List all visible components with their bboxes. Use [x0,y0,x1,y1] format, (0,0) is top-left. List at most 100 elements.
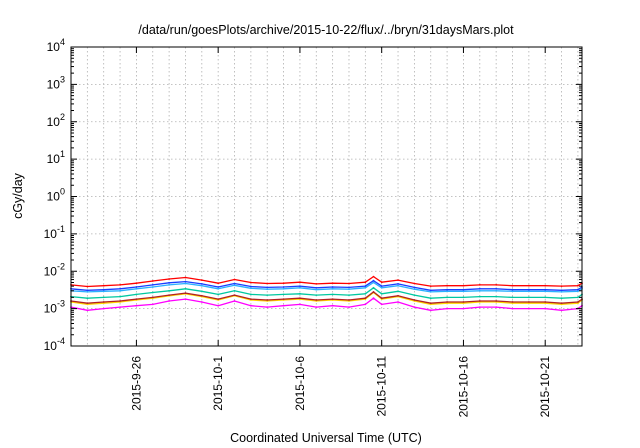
y-tick-label: 102 [47,112,65,129]
series-line [70,280,583,291]
data-point [348,288,350,291]
data-point [135,304,138,307]
data-point [577,284,579,287]
data-point [184,292,187,294]
data-point [200,290,203,293]
data-point [200,301,203,303]
data-point [528,301,530,303]
data-point [380,285,383,287]
data-point [217,298,220,300]
data-point [119,289,121,292]
data-point [299,297,301,300]
data-point [446,284,448,287]
data-point [151,286,154,288]
data-point [233,284,236,287]
data-point [397,290,399,293]
data-point [446,290,448,293]
data-point [315,286,318,289]
data-point [429,289,432,292]
data-point [282,286,285,288]
data-point [380,303,383,306]
data-point [184,276,187,279]
x-tick-label: 2015-10-21 [538,356,552,418]
data-point [151,303,154,306]
data-point [168,281,171,284]
data-point [102,296,105,299]
data-point [184,298,187,300]
data-point [266,306,269,308]
data-point [364,292,367,295]
data-point [282,287,285,290]
data-point [200,294,203,297]
data-point [217,282,220,285]
data-point [528,290,530,293]
chart-title: /data/run/goesPlots/archive/2015-10-22/f… [138,23,514,37]
data-point [478,295,481,298]
data-point [577,296,579,299]
data-point [217,293,220,296]
data-point [372,279,375,282]
data-point [135,282,138,285]
series-line [70,281,583,293]
data-point [282,304,285,307]
x-axis-label: Coordinated Universal Time (UTC) [230,431,422,445]
data-point [299,303,301,306]
data-point [184,287,187,290]
data-point [511,284,514,287]
data-point [135,286,138,288]
series-line [70,291,583,304]
data-point [397,294,399,297]
data-point [511,296,514,299]
data-point [511,301,514,303]
data-point [429,291,432,293]
data-point [495,289,498,292]
data-point [315,306,318,308]
data-point [86,285,89,288]
data-point [364,297,367,300]
data-point [528,307,530,310]
x-tick-label: 2015-10-11 [375,356,389,417]
x-tick-label: 2015-10-16 [456,356,470,418]
y-axis-label: cGy/day [11,172,25,219]
data-point [364,285,367,287]
data-point [233,300,236,302]
data-point [168,289,171,292]
data-point [266,282,269,285]
data-point [380,297,383,300]
data-point [233,278,236,281]
data-point [544,307,547,310]
data-point [200,279,203,281]
data-point [372,291,375,293]
data-point [364,303,367,306]
x-tick-label: 2015-9-26 [129,356,143,411]
data-point [135,298,138,300]
data-point [315,288,318,291]
data-point [348,286,350,289]
data-point [429,309,432,312]
data-point [299,286,301,289]
data-point [446,307,448,310]
data-point [560,297,563,300]
data-point [266,286,269,289]
data-point [462,284,465,287]
series-line [70,287,583,299]
data-point [462,307,465,310]
data-point [135,293,138,296]
data-point [348,282,350,285]
data-point [135,287,138,290]
data-point [478,306,481,308]
data-point [200,284,203,287]
data-point [119,284,121,286]
data-point [372,297,375,300]
data-point [544,290,547,293]
data-point [282,298,285,300]
data-point [478,284,481,286]
data-point [102,288,105,291]
data-point [413,282,416,285]
data-point [119,306,121,308]
data-point [315,294,318,296]
data-point [217,287,220,290]
data-point [462,296,465,299]
data-point [478,289,481,292]
data-point [544,284,547,287]
